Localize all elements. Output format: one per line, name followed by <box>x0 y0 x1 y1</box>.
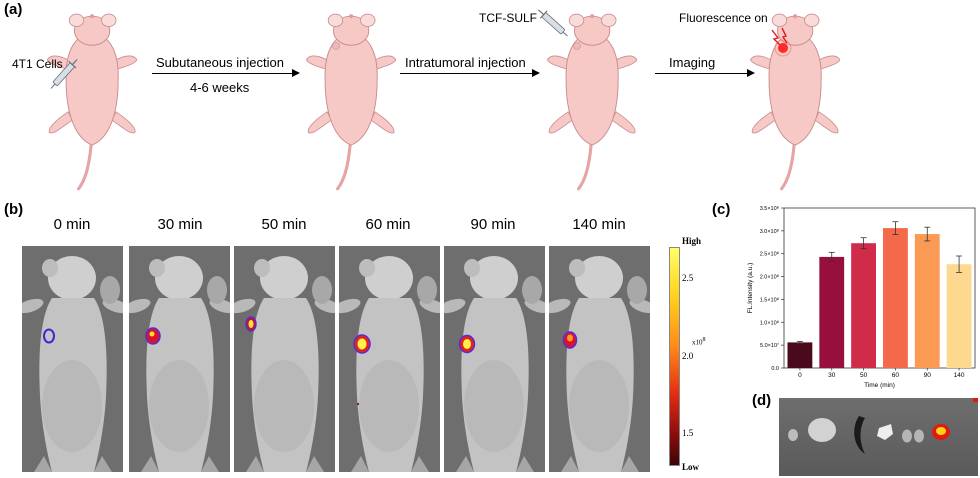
colorbar-high-label: High <box>682 236 702 246</box>
fl-intensity-bar-chart: 0.0 5.0×10⁷ 1.0×10⁸ 1.5×10⁸ 2.0×10⁸ 2.5×10⁸ 3.… <box>747 205 976 389</box>
organ-imaging-panel <box>779 398 978 476</box>
x-tick-label-30: 30 <box>828 372 836 379</box>
mouse-2-illustration <box>304 12 398 191</box>
organ-lung <box>877 424 893 440</box>
tumor-2-mark <box>332 42 340 50</box>
panel-label-d: (d) <box>752 392 772 409</box>
mouse-image-50min <box>234 246 335 472</box>
organ-liver <box>808 418 836 442</box>
y-tick-label: 5.0×10⁷ <box>760 342 779 349</box>
bar-50 <box>851 243 876 368</box>
panel-label-c: (c) <box>712 201 731 218</box>
bar-0 <box>787 342 813 368</box>
signal-spot-0min <box>43 328 55 344</box>
colorbar-tick-2.0: 2.0 <box>682 350 694 361</box>
organ-kidney-left <box>902 429 912 443</box>
y-tick-label: 2.5×10⁸ <box>760 251 779 258</box>
cells-label: 4T1 Cells <box>12 57 63 71</box>
colorbar-tick-1.5: 1.5 <box>682 428 694 438</box>
time-label-60: 60 min <box>365 216 411 233</box>
panel-label-a: (a) <box>4 1 23 18</box>
bar-60 <box>883 228 908 368</box>
organ-kidney-right <box>914 429 924 443</box>
y-tick-label: 1.5×10⁸ <box>760 296 779 303</box>
organ-spleen <box>854 416 865 454</box>
x-tick-label-0: 0 <box>798 372 802 379</box>
mouse-4-illustration <box>748 12 842 191</box>
intensity-colorbar <box>669 247 680 466</box>
colorbar-exponent: x108 <box>692 337 706 347</box>
time-label-50: 50 min <box>261 216 307 233</box>
colorbar-tick-2.5: 2.5 <box>682 273 694 283</box>
tumor-3-mark <box>573 42 581 50</box>
y-tick-label: 3.5×10⁸ <box>760 205 779 212</box>
y-tick-label: 2.0×10⁸ <box>760 274 779 281</box>
fluorescence-lightning-icon <box>771 29 781 46</box>
fluorescence-label: Fluorescence on <box>679 11 768 25</box>
mouse-image-30min <box>129 246 230 472</box>
step1-top-label: Subutaneous injection <box>156 55 284 70</box>
step2-arrow <box>400 69 540 77</box>
y-tick-label: 0.0 <box>771 366 779 372</box>
step1-bottom-label: 4-6 weeks <box>190 80 250 95</box>
panel-label-b: (b) <box>4 201 24 218</box>
schematic-illustration <box>45 5 842 191</box>
time-label-30: 30 min <box>157 216 203 233</box>
mouse-image-140min <box>549 246 650 472</box>
mouse-1-illustration <box>45 12 139 191</box>
step1-arrow <box>152 69 300 77</box>
mouse-image-90min <box>444 246 545 472</box>
x-tick-label-90: 90 <box>924 372 932 379</box>
colorbar-low-label: Low <box>682 462 700 472</box>
time-label-0: 0 min <box>53 216 91 233</box>
y-axis-label: FL.Intensity (a.u.) <box>747 263 754 314</box>
mouse-image-0min <box>22 246 123 472</box>
x-tick-label-60: 60 <box>892 372 900 379</box>
x-tick-label-140: 140 <box>954 372 965 379</box>
mouse-image-60min <box>339 246 440 472</box>
step3-arrow <box>655 69 755 77</box>
bar-140 <box>946 264 972 368</box>
syringe-3-icon <box>534 5 572 41</box>
step2-label: Intratumoral injection <box>405 55 526 70</box>
y-tick-label: 1.0×10⁸ <box>760 319 779 326</box>
y-tick-label: 3.0×10⁸ <box>760 228 779 235</box>
bar-30 <box>819 256 845 368</box>
chart-frame <box>783 207 976 369</box>
step3-label: Imaging <box>669 55 716 70</box>
fluorescent-tumor-mark <box>778 43 788 53</box>
x-axis-label: Time (min) <box>864 382 895 389</box>
bar-90 <box>914 234 940 368</box>
probe-label: TCF-SULF <box>479 11 537 25</box>
x-tick-label-50: 50 <box>860 372 868 379</box>
time-label-90: 90 min <box>470 216 516 233</box>
organ-heart <box>788 429 798 441</box>
time-label-140: 140 min <box>572 216 626 233</box>
mouse-3-illustration <box>545 12 639 191</box>
